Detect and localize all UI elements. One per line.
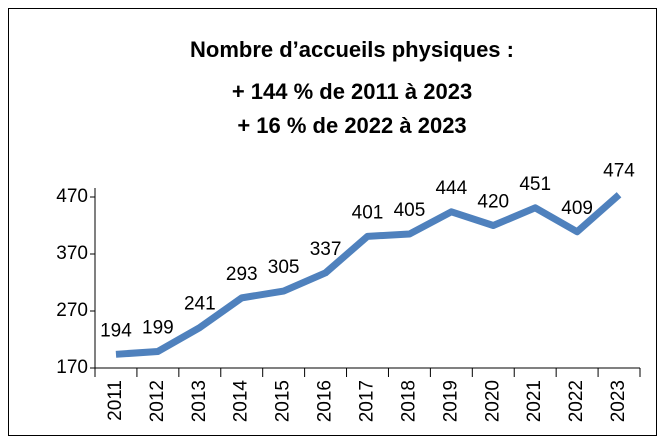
data-label: 451 <box>519 174 551 195</box>
data-label: 293 <box>226 264 258 285</box>
x-tick-label: 2011 <box>105 380 126 421</box>
data-label: 199 <box>142 317 174 338</box>
x-tick-label: 2018 <box>398 380 419 422</box>
x-tick-label: 2012 <box>147 380 168 422</box>
x-tick-label: 2023 <box>608 380 629 422</box>
x-tick-label: 2013 <box>189 380 210 422</box>
data-label: 444 <box>435 178 467 199</box>
y-tick-label: 470 <box>56 186 88 207</box>
line <box>115 192 622 358</box>
y-tick-label: 170 <box>56 357 88 378</box>
chart-title: + 144 % de 2011 à 2023 <box>232 79 472 104</box>
x-tick-label: 2021 <box>524 380 545 422</box>
chart-frame <box>8 8 657 436</box>
data-label: 305 <box>268 257 300 278</box>
x-tick-label: 2020 <box>482 380 503 422</box>
x-tick-label: 2017 <box>357 380 378 422</box>
x-tick-label: 2014 <box>231 380 252 423</box>
data-label: 194 <box>100 320 132 341</box>
y-tick-label: 370 <box>56 243 88 264</box>
data-label: 420 <box>477 192 509 213</box>
y-tick-label: 270 <box>56 300 88 321</box>
x-tick-label: 2019 <box>440 380 461 422</box>
data-label: 405 <box>394 200 426 221</box>
data-label: 401 <box>352 202 384 223</box>
x-tick-label: 2016 <box>315 380 336 422</box>
data-label: 337 <box>310 239 342 260</box>
x-tick-label: 2022 <box>566 380 587 422</box>
data-label: 241 <box>184 294 216 315</box>
chart-title: + 16 % de 2022 à 2023 <box>237 113 466 138</box>
data-label: 474 <box>603 161 635 182</box>
x-tick-label: 2015 <box>273 380 294 422</box>
data-label: 409 <box>561 198 593 219</box>
chart-title: Nombre d’accueils physiques : <box>190 37 514 62</box>
